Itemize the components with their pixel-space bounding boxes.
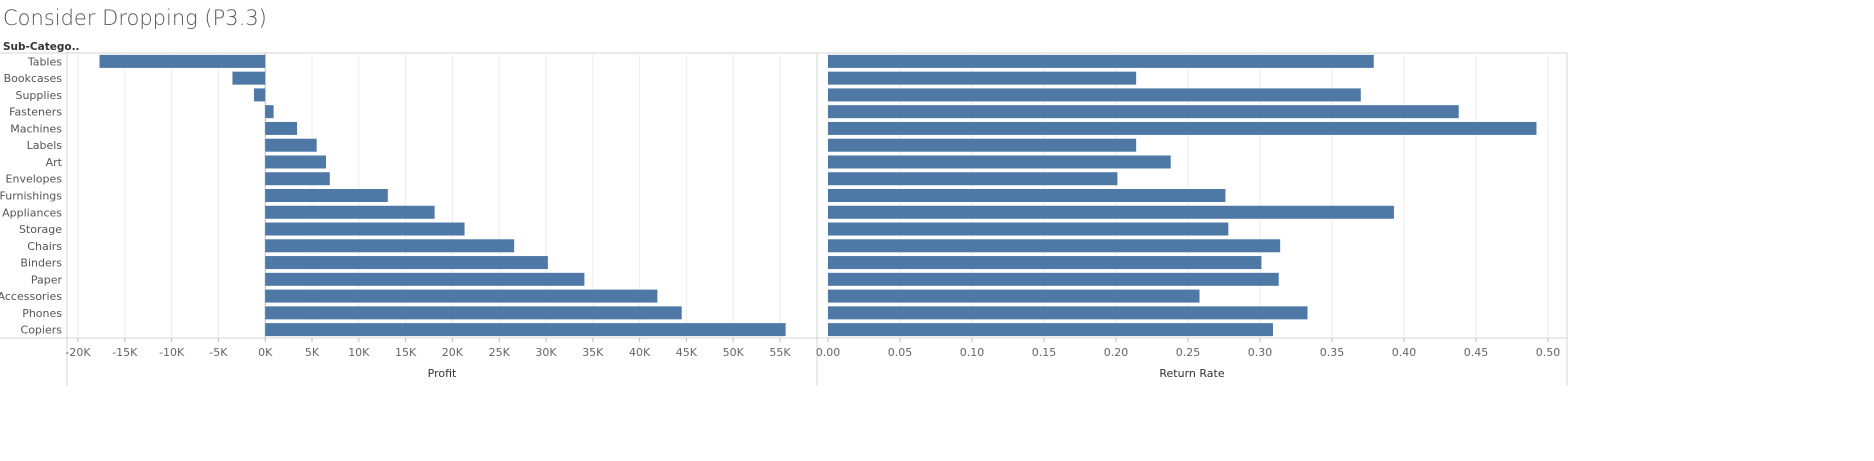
category-label: Envelopes: [6, 173, 63, 186]
category-label: Bookcases: [4, 72, 63, 85]
profit-tick-label: 35K: [582, 346, 604, 359]
profit-tick-label: 0K: [258, 346, 273, 359]
category-label: Labels: [27, 139, 63, 152]
category-label: Furnishings: [0, 190, 62, 203]
return-rate-bar: [828, 71, 1137, 85]
category-label: Accessories: [0, 290, 62, 303]
return-rate-bar: [828, 121, 1537, 135]
profit-bar: [265, 189, 388, 202]
return-rate-bar: [828, 222, 1229, 236]
return-rate-bar: [828, 138, 1137, 152]
return-rate-bar: [828, 256, 1262, 270]
return-rate-bar: [828, 239, 1281, 253]
category-label: Tables: [27, 55, 62, 68]
profit-tick-label: -15K: [112, 346, 138, 359]
category-label: Appliances: [2, 206, 62, 219]
profit-bar: [253, 88, 266, 102]
profit-bar: [265, 121, 298, 135]
row-header-label: Sub-Catego..: [3, 41, 80, 53]
return-rate-tick-label: 0.40: [1392, 346, 1417, 359]
return-rate-tick-label: 0.15: [1032, 346, 1057, 359]
profit-tick-label: 15K: [395, 346, 417, 359]
return-rate-axis-title: Return Rate: [1159, 367, 1224, 380]
category-label: Phones: [22, 307, 62, 320]
profit-bar: [232, 71, 266, 85]
return-rate-bar: [828, 172, 1118, 186]
profit-tick-label: 30K: [535, 346, 557, 359]
category-label: Paper: [31, 273, 63, 286]
return-rate-tick-label: 0.35: [1320, 346, 1345, 359]
profit-bar: [265, 323, 786, 337]
profit-tick-label: 50K: [723, 346, 745, 359]
return-rate-bar: [828, 105, 1459, 119]
return-rate-bar: [828, 323, 1273, 337]
profit-bar: [265, 272, 585, 286]
return-rate-bar: [828, 306, 1308, 320]
profit-axis-title: Profit: [428, 367, 457, 380]
profit-tick-label: 40K: [629, 346, 651, 359]
profit-bar: [265, 138, 317, 152]
profit-bar: [99, 54, 266, 68]
profit-bar: [265, 105, 274, 119]
return-rate-bar: [828, 88, 1361, 102]
category-label: Chairs: [27, 240, 62, 253]
profit-tick-label: 10K: [348, 346, 370, 359]
profit-bar: [265, 306, 682, 320]
category-label: Storage: [19, 223, 62, 236]
profit-bar: [265, 155, 327, 169]
profit-tick-label: -10K: [159, 346, 185, 359]
category-label: Binders: [20, 257, 62, 270]
profit-tick-label: 5K: [305, 346, 320, 359]
return-rate-bar: [828, 272, 1279, 286]
chart-title: Consider Dropping (P3.3): [3, 6, 267, 30]
profit-bar: [265, 205, 435, 219]
category-label: Machines: [10, 122, 62, 135]
category-label: Supplies: [15, 89, 62, 102]
profit-bar: [265, 256, 548, 270]
profit-tick-label: -5K: [209, 346, 228, 359]
return-rate-bar: [828, 189, 1226, 202]
return-rate-tick-label: 0.45: [1464, 346, 1489, 359]
profit-tick-label: 45K: [676, 346, 698, 359]
return-rate-bar: [828, 155, 1171, 169]
profit-tick-label: 20K: [442, 346, 464, 359]
return-rate-tick-label: 0.20: [1104, 346, 1129, 359]
profit-tick-label: 55K: [769, 346, 791, 359]
profit-bar: [265, 289, 658, 303]
return-rate-tick-label: 0.50: [1536, 346, 1561, 359]
return-rate-bar: [828, 289, 1200, 303]
profit-bar: [265, 222, 465, 236]
return-rate-tick-label: 0.25: [1176, 346, 1201, 359]
return-rate-tick-label: 0.00: [816, 346, 841, 359]
return-rate-tick-label: 0.30: [1248, 346, 1273, 359]
category-label: Fasteners: [9, 106, 62, 119]
return-rate-tick-label: 0.05: [888, 346, 913, 359]
profit-tick-label: -20K: [65, 346, 91, 359]
profit-bar: [265, 172, 330, 186]
profit-bar: [265, 239, 515, 253]
return-rate-tick-label: 0.10: [960, 346, 985, 359]
return-rate-bar: [828, 54, 1374, 68]
category-label: Copiers: [21, 324, 63, 337]
return-rate-bar: [828, 205, 1394, 219]
category-label: Art: [46, 156, 63, 169]
profit-tick-label: 25K: [489, 346, 511, 359]
